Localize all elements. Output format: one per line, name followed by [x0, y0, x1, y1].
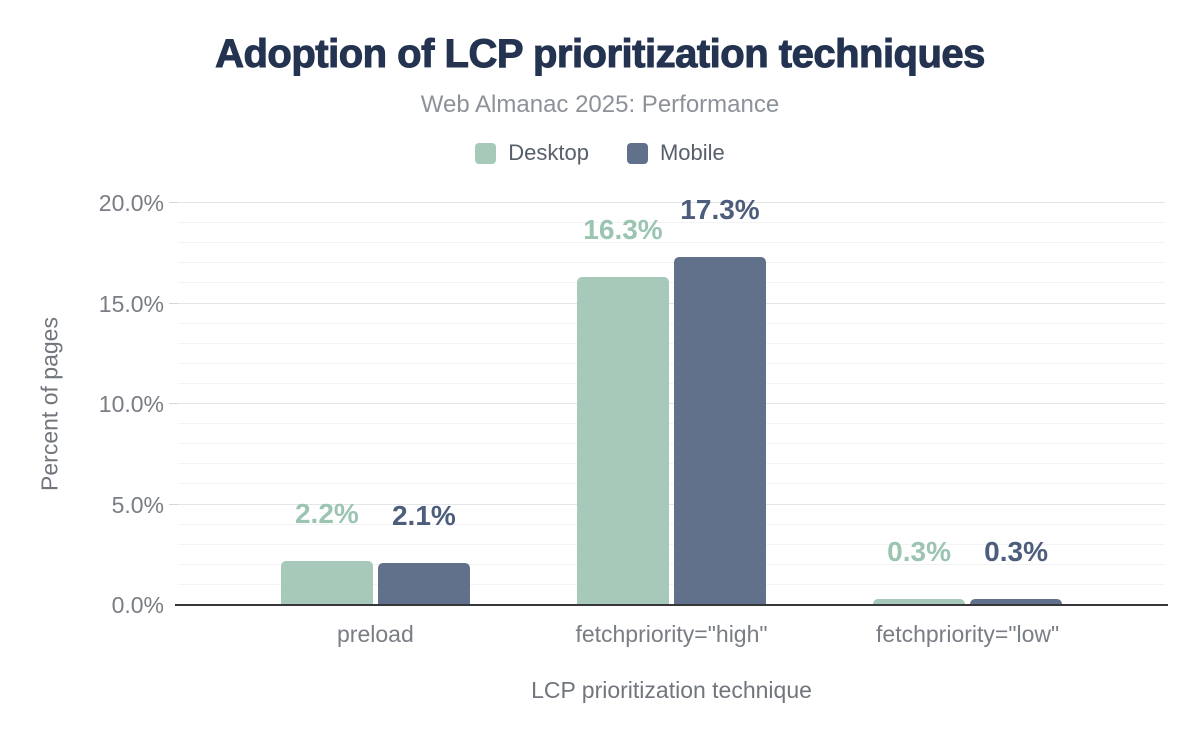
legend-swatch-desktop [475, 142, 497, 164]
y-axis-tick [169, 202, 178, 203]
minor-gridline [178, 423, 1165, 425]
x-category-label-fetchpriority-high: fetchpriority="high" [575, 621, 768, 647]
minor-gridline [178, 382, 1165, 384]
minor-gridline [178, 322, 1165, 324]
bar-value-mobile-preload: 2.1% [391, 499, 456, 531]
minor-gridline [178, 222, 1165, 224]
legend: Desktop Mobile [0, 142, 1200, 164]
y-axis-tick [169, 302, 178, 304]
legend-label-mobile: Mobile [659, 140, 725, 165]
legend-label-desktop: Desktop [508, 140, 589, 165]
chart-title: Adoption of LCP prioritization technique… [215, 32, 986, 77]
minor-gridline [178, 342, 1165, 344]
bar-column-desktop-preload: 2.2% [280, 497, 373, 605]
bar-desktop-fetchpriority-high[interactable] [577, 277, 669, 605]
bar-mobile-preload[interactable] [377, 562, 470, 605]
minor-gridline [178, 463, 1165, 465]
legend-item-mobile[interactable]: Mobile [626, 140, 725, 165]
bar-value-desktop-fetchpriority-low: 0.3% [887, 535, 951, 567]
major-gridline [178, 503, 1165, 505]
x-category-label-preload: preload [337, 621, 414, 647]
minor-gridline [178, 583, 1165, 585]
y-tick-label: 15.0% [98, 290, 164, 317]
bar-column-desktop-fetchpriority-high: 16.3% [577, 216, 669, 605]
bar-column-mobile-preload: 2.1% [377, 499, 470, 605]
minor-gridline [178, 483, 1165, 485]
y-tick-label: 0.0% [111, 592, 164, 618]
minor-gridline [178, 543, 1165, 545]
y-tick-label: 5.0% [111, 491, 164, 518]
legend-swatch-mobile [626, 142, 648, 164]
bar-desktop-preload[interactable] [280, 560, 373, 605]
bar-column-mobile-fetchpriority-high: 17.3% [674, 196, 766, 605]
bar-value-desktop-fetchpriority-high: 16.3% [583, 214, 663, 246]
minor-gridline [178, 282, 1165, 284]
bar-mobile-fetchpriority-high[interactable] [674, 257, 766, 605]
y-tick-label: 10.0% [98, 391, 164, 417]
plot-area: LCP prioritization technique 0.0% 5.0% 10.… [99, 190, 1168, 703]
y-axis-tick [169, 503, 178, 505]
bar-desktop-fetchpriority-low[interactable] [873, 598, 966, 605]
bar-mobile-fetchpriority-low[interactable] [970, 598, 1063, 605]
major-gridline [178, 302, 1165, 304]
minor-gridline [178, 362, 1165, 364]
minor-gridline [178, 523, 1165, 525]
bar-value-desktop-preload: 2.2% [294, 497, 359, 529]
bar-value-mobile-fetchpriority-low: 0.3% [984, 535, 1048, 567]
major-gridline [178, 202, 1165, 203]
bar-column-mobile-fetchpriority-low: 0.3% [970, 535, 1063, 605]
legend-item-desktop[interactable]: Desktop [475, 142, 589, 164]
bar-column-desktop-fetchpriority-low: 0.3% [873, 535, 966, 605]
bar-group-fetchpriority-high: 16.3% 17.3% [577, 196, 766, 605]
minor-gridline [178, 563, 1165, 565]
bar-group-fetchpriority-low: 0.3% 0.3% [873, 535, 1063, 605]
bar-group-preload: 2.2% 2.1% [280, 497, 470, 605]
y-tick-label: 20.0% [98, 190, 164, 216]
y-axis-tick [169, 403, 178, 404]
bar-value-mobile-fetchpriority-high: 17.3% [680, 194, 760, 226]
major-gridline [178, 403, 1165, 404]
minor-gridline [178, 262, 1165, 264]
x-axis-line [175, 604, 1168, 606]
x-category-label-fetchpriority-low: fetchpriority="low" [876, 621, 1060, 647]
minor-gridline [178, 443, 1165, 445]
x-axis-title: LCP prioritization technique [531, 677, 812, 703]
minor-gridline [178, 242, 1165, 244]
chart-subtitle: Web Almanac 2025: Performance [420, 91, 780, 118]
